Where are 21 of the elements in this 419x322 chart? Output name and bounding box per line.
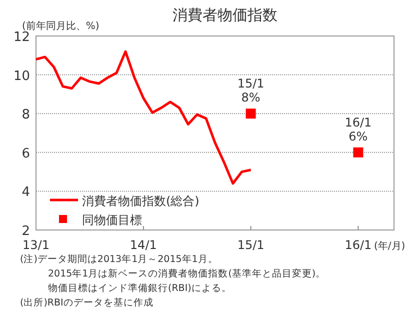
x-axis-title: (年/月)	[374, 240, 406, 252]
legend-label: 同物価目標	[82, 213, 142, 227]
text: (注)データ期間は2013年1月～2015年1月。	[20, 253, 218, 265]
x-tick-label: 14/1	[130, 238, 157, 252]
y-tick-label: 4	[22, 185, 30, 200]
x-tick-label: 13/1	[22, 238, 50, 252]
text: (出所)RBIのデータを基に作成	[20, 296, 154, 308]
x-tick-label: 15/1	[237, 238, 264, 252]
y-tick-label: 6	[22, 146, 30, 162]
data-label: 16/1 6%	[344, 115, 372, 144]
data-label: 15/1 8%	[237, 76, 264, 105]
text: 2015年1月は新ベースの消費者物価指数(基準年と品目変更)。	[48, 268, 326, 280]
legend-label: 消費者物価指数(総合)	[82, 194, 200, 208]
y-tick-label: 10	[13, 68, 30, 84]
y-tick-label: 8	[22, 108, 30, 123]
y-tick-label: 2	[22, 224, 30, 239]
chart-title: 消費者物価指数	[172, 6, 278, 24]
y-axis-title: (前年同月比、%)	[22, 20, 100, 32]
y-tick-label: 12	[13, 30, 30, 45]
x-tick-label: 16/1	[344, 238, 372, 252]
text: 物価目標はインド準備銀行(RBI)による。	[48, 282, 232, 294]
